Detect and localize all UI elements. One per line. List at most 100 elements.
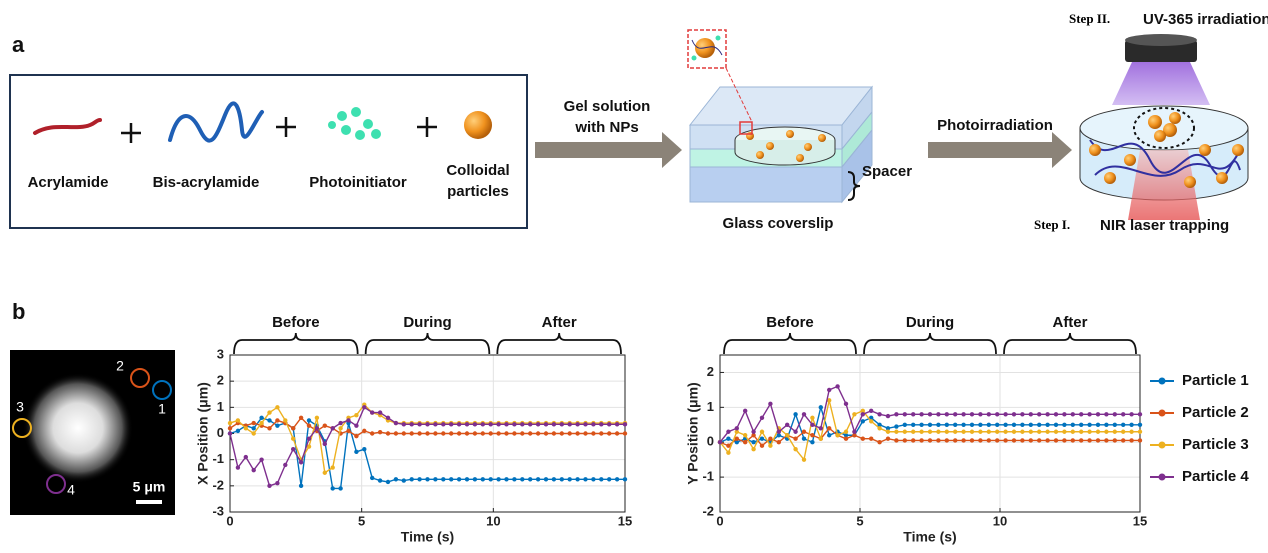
particle-label: 4 xyxy=(67,482,75,498)
phase-label: Before xyxy=(766,314,814,331)
data-point xyxy=(995,430,999,434)
data-point xyxy=(886,437,890,441)
data-point xyxy=(777,430,781,434)
phase-bracket xyxy=(366,333,490,354)
data-point xyxy=(307,418,311,422)
data-point xyxy=(1071,430,1075,434)
legend-label: Particle 3 xyxy=(1182,436,1249,453)
data-point xyxy=(810,423,814,427)
data-point xyxy=(1096,412,1100,416)
data-point xyxy=(827,426,831,430)
arrow xyxy=(928,132,1072,168)
data-point xyxy=(1079,412,1083,416)
data-point xyxy=(354,434,358,438)
data-point xyxy=(275,418,279,422)
y-tick-label: -1 xyxy=(212,451,224,466)
data-point xyxy=(1138,412,1142,416)
data-point xyxy=(903,423,907,427)
y-tick-label: -2 xyxy=(212,477,224,492)
arrow xyxy=(535,132,682,168)
reagent-box xyxy=(10,75,527,228)
data-point xyxy=(1045,438,1049,442)
data-point xyxy=(743,433,747,437)
data-point xyxy=(275,481,279,485)
data-point xyxy=(465,477,469,481)
data-point xyxy=(402,478,406,482)
data-point xyxy=(945,412,949,416)
data-point xyxy=(844,437,848,441)
data-point xyxy=(869,437,873,441)
data-point xyxy=(615,422,619,426)
data-point xyxy=(544,477,548,481)
data-point xyxy=(504,477,508,481)
data-point xyxy=(386,416,390,420)
data-point xyxy=(1037,430,1041,434)
data-point xyxy=(481,422,485,426)
data-point xyxy=(244,455,248,459)
data-point xyxy=(433,477,437,481)
x-tick-label: 0 xyxy=(226,513,233,528)
data-point xyxy=(1062,430,1066,434)
data-point xyxy=(252,431,256,435)
data-point xyxy=(362,405,366,409)
data-point xyxy=(536,477,540,481)
data-point xyxy=(1020,430,1024,434)
data-point xyxy=(283,418,287,422)
data-point xyxy=(1012,430,1016,434)
data-point xyxy=(1029,423,1033,427)
data-point xyxy=(417,422,421,426)
data-point xyxy=(291,447,295,451)
data-point xyxy=(299,484,303,488)
data-point xyxy=(338,486,342,490)
data-point xyxy=(623,477,627,481)
data-point xyxy=(267,484,271,488)
reagent-label: Acrylamide xyxy=(28,174,109,191)
data-point xyxy=(810,433,814,437)
data-point xyxy=(718,440,722,444)
data-point xyxy=(953,412,957,416)
data-point xyxy=(819,426,823,430)
data-point xyxy=(802,412,806,416)
data-point xyxy=(945,423,949,427)
data-point xyxy=(473,422,477,426)
data-point xyxy=(544,422,548,426)
data-point xyxy=(410,422,414,426)
x-axis-label: Time (s) xyxy=(903,529,956,545)
data-point xyxy=(936,423,940,427)
data-point xyxy=(252,421,256,425)
data-point xyxy=(370,410,374,414)
data-point xyxy=(410,477,414,481)
data-point xyxy=(1087,423,1091,427)
data-point xyxy=(1138,430,1142,434)
y-tick-label: 3 xyxy=(217,346,224,361)
data-point xyxy=(607,431,611,435)
step-text: UV-365 irradiation xyxy=(1143,11,1268,28)
data-point xyxy=(1054,423,1058,427)
phase-label: During xyxy=(906,314,954,331)
data-point xyxy=(1054,412,1058,416)
data-point xyxy=(520,477,524,481)
data-point xyxy=(489,431,493,435)
data-point xyxy=(449,431,453,435)
coverslip-label: Glass coverslip xyxy=(723,215,834,232)
data-point xyxy=(307,423,311,427)
data-point xyxy=(323,442,327,446)
data-point xyxy=(228,431,232,435)
data-point xyxy=(768,437,772,441)
data-point xyxy=(441,431,445,435)
legend-marker xyxy=(1159,474,1166,481)
data-point xyxy=(1037,412,1041,416)
data-point xyxy=(599,422,603,426)
particle-label: 3 xyxy=(16,399,24,415)
data-point xyxy=(299,460,303,464)
reagent-label: Bis-acrylamide xyxy=(153,174,260,191)
data-point xyxy=(919,430,923,434)
data-point xyxy=(386,480,390,484)
data-point xyxy=(489,422,493,426)
data-point xyxy=(496,431,500,435)
data-point xyxy=(1003,430,1007,434)
data-point xyxy=(987,423,991,427)
data-point xyxy=(793,412,797,416)
data-point xyxy=(1129,412,1133,416)
data-point xyxy=(244,426,248,430)
